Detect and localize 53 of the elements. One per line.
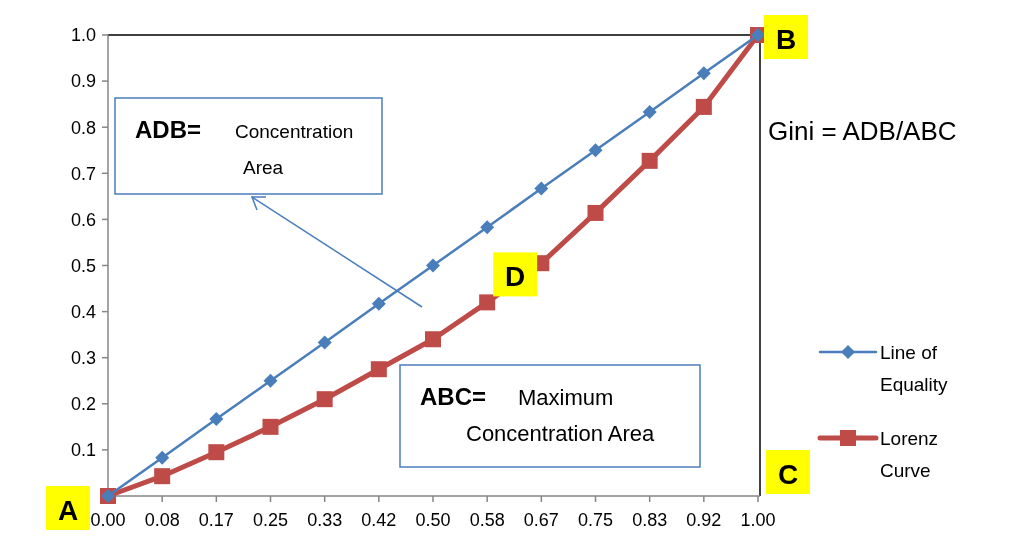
y-tick-label: 0.5 — [70, 255, 96, 276]
legend-label: Line of Equality — [880, 342, 949, 395]
x-tick-label: 0.42 — [361, 510, 397, 530]
y-tick-label: 1.0 — [70, 25, 96, 46]
y-tick-label: 0.9 — [70, 71, 96, 92]
point — [534, 181, 549, 196]
annotation: A — [57, 495, 79, 526]
point — [642, 104, 657, 119]
text: ABC= Maximum Concentration Area — [420, 383, 655, 446]
point — [588, 143, 603, 158]
y-tick-label: 0.1 — [70, 440, 96, 461]
y-tick-label: 0.7 — [70, 163, 96, 184]
point — [263, 373, 278, 388]
x-tick-label: 0.00 — [90, 510, 126, 530]
point — [641, 152, 658, 169]
point — [371, 296, 386, 311]
x-tick-label: 0.58 — [469, 510, 505, 530]
x-tick-label: 0.17 — [198, 510, 234, 530]
x-tick-label: 0.75 — [577, 510, 614, 530]
point — [480, 220, 495, 235]
annotation: D — [505, 261, 526, 293]
y-tick-label: 0.6 — [70, 209, 96, 230]
point — [317, 335, 332, 350]
x-tick-label: 0.25 — [252, 510, 289, 530]
text: C — [777, 459, 799, 490]
point — [696, 66, 711, 81]
point — [587, 204, 604, 221]
x-tick-label: 1.00 — [740, 510, 776, 530]
legend-label: Lorenz Curve — [880, 428, 939, 481]
point — [209, 412, 224, 427]
point — [370, 361, 387, 378]
x-tick-label: 0.83 — [632, 510, 668, 530]
x-tick-label: 0.08 — [144, 510, 180, 530]
point — [479, 294, 496, 311]
point — [155, 450, 170, 465]
x-tick-label: 0.92 — [686, 510, 722, 530]
y-tick-label: 0.3 — [70, 348, 96, 368]
point — [154, 468, 171, 485]
point — [695, 98, 712, 115]
point — [262, 418, 279, 435]
x-tick-label: 0.50 — [415, 510, 451, 530]
y-tick-label: 0.2 — [70, 394, 96, 415]
x-tick-label: 0.67 — [523, 510, 559, 530]
y-tick-label: 0.4 — [70, 301, 96, 322]
point — [425, 331, 441, 348]
text: Gini = ADB/ABC — [768, 116, 957, 146]
point — [208, 444, 225, 461]
point — [426, 258, 440, 273]
text: ADB= Concentration Area — [135, 116, 354, 178]
annotation: B — [775, 24, 797, 55]
y-tick-label: 0.8 — [70, 117, 96, 138]
x-tick-label: 0.33 — [307, 510, 343, 530]
point — [316, 391, 333, 408]
